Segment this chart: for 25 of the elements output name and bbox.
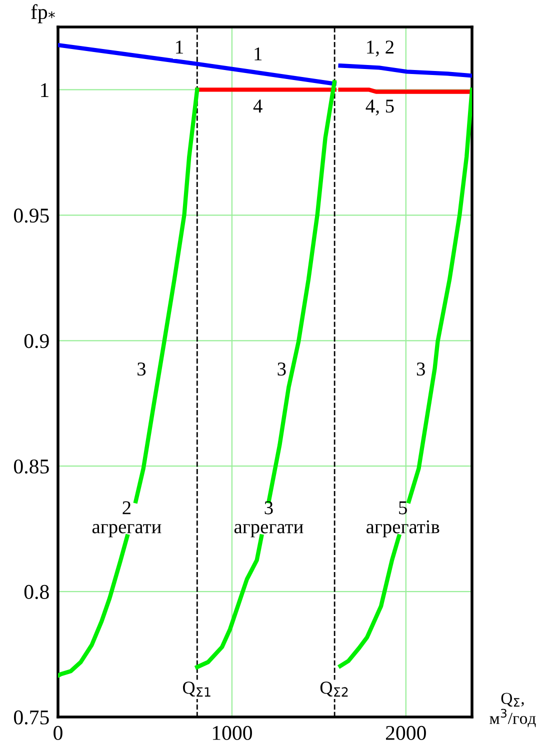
- annotation: 5 агрегатів: [366, 501, 440, 538]
- annotation: 3 агрегати: [234, 501, 304, 538]
- ref-line-label: Q$_{Σ1}$: [183, 682, 210, 697]
- x-tick-label: 2000: [386, 726, 426, 740]
- annotation: 4, 5: [366, 100, 394, 116]
- y-tick-label: 0.85: [14, 459, 49, 474]
- y-axis-title: fp$_{*}$: [31, 4, 55, 24]
- x-tick-label: 1000: [212, 726, 252, 740]
- annotation: 1: [176, 40, 183, 54]
- annotation: 3: [138, 362, 146, 376]
- x-tick-label: 0: [54, 726, 62, 740]
- y-tick-label: 0.9: [24, 334, 49, 348]
- annotation: 4: [253, 100, 262, 112]
- ref-line-label: Q$_{Σ2}$: [320, 682, 348, 697]
- annotation: 3: [278, 362, 286, 376]
- annotation: 2 агрегати: [92, 501, 162, 538]
- y-tick-label: 0.8: [24, 584, 49, 600]
- line-series: [338, 64, 472, 78]
- y-tick-label: 1: [41, 83, 48, 97]
- text: Q$_{Σ}$, м$^{3}$/год: [490, 692, 536, 728]
- y-tick-label: 0.95: [14, 208, 49, 223]
- annotation: 3: [416, 362, 425, 376]
- annotation: 1, 2: [367, 40, 394, 56]
- annotation: 1: [254, 47, 262, 60]
- y-tick-label: 0.75: [14, 710, 49, 725]
